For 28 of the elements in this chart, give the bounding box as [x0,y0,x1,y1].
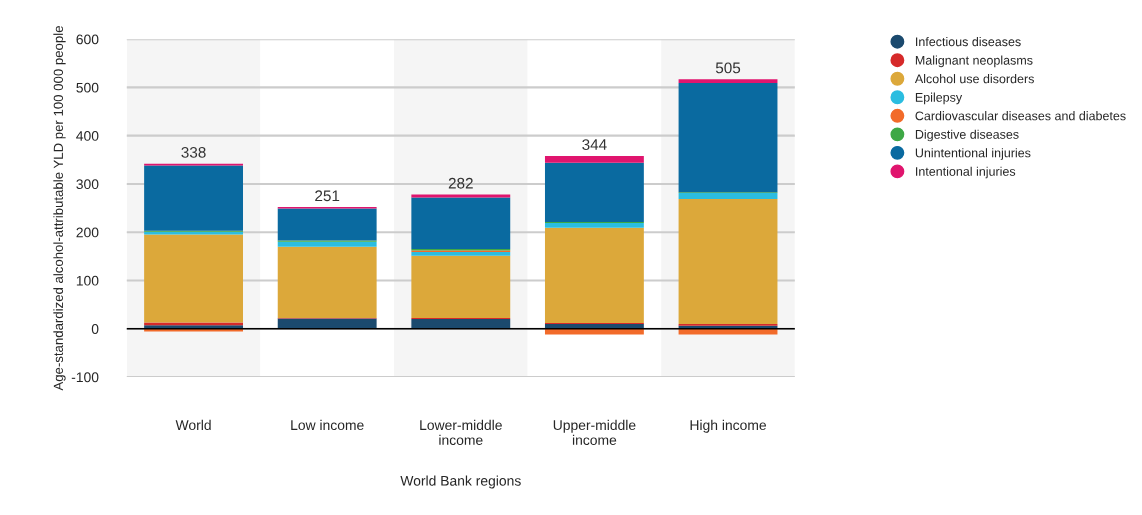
legend-label: Infectious diseases [916,37,1021,47]
y-tick-label: 100 [76,275,99,286]
y-tick-label: 300 [76,179,99,190]
x-axis-title: World Bank regions [400,475,521,489]
y-tick-label: 0 [91,324,99,334]
x-tick-label: Low income [291,419,364,431]
y-tick-label: 400 [76,131,99,141]
legend-label: Alcohol use disorders [914,74,1034,84]
legend-label: Epilepsy [915,92,963,105]
legend-label: Digestive diseases [915,129,1019,142]
total-label: 282 [448,177,473,189]
y-tick-label: 500 [76,82,99,93]
legend-label: Intentional injuries [916,166,1016,179]
total-label: 338 [181,146,206,158]
y-tick-label: 200 [76,227,99,238]
total-label: 251 [315,190,340,202]
x-tick-label: Lower-middle income [420,419,502,446]
legend-label: Cardiovascular diseases and diabetes [915,111,1126,121]
x-tick-label: High income [690,419,767,433]
legend-label: Malignant neoplasms [915,55,1033,68]
y-axis-title: Age-standardized alcohol-attributable YLD per 100 000 people [53,26,66,391]
y-tick-label: -100 [71,372,99,383]
legend-label: Unintentional injuries [915,148,1031,160]
x-tick-label: World [175,419,211,431]
total-label: 344 [582,139,607,151]
total-label: 505 [715,62,741,74]
y-tick-label: 600 [76,34,99,45]
x-tick-label: Upper-middle income [553,419,636,446]
